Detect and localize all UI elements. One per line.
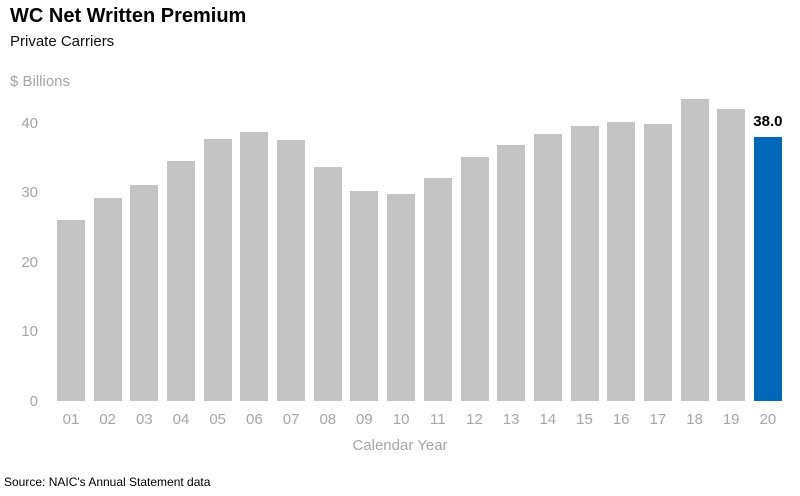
x-tick-03: 03 [136, 411, 153, 428]
x-tick-12: 12 [466, 411, 483, 428]
bar-10 [387, 193, 416, 401]
x-tick-11: 11 [430, 411, 446, 428]
bar-05 [203, 138, 232, 401]
x-tick-18: 18 [686, 411, 703, 428]
x-tick-01: 01 [62, 411, 80, 428]
x-tick-15: 15 [576, 411, 593, 428]
bar-02 [93, 198, 122, 401]
bar-18 [680, 99, 709, 401]
chart-subtitle: Private Carriers [10, 33, 115, 50]
bar-01 [57, 219, 85, 401]
bar-12 [460, 157, 489, 401]
bar-09 [350, 190, 379, 401]
bar-03 [130, 185, 159, 401]
x-axis-title-text: Calendar Year [352, 437, 448, 454]
x-tick-04: 04 [172, 411, 190, 428]
y-tick-20: 20 [21, 253, 38, 271]
y-tick-40: 40 [21, 114, 38, 132]
bar-20 [753, 137, 782, 401]
x-tick-19: 19 [722, 411, 740, 428]
bar-11 [423, 177, 452, 401]
x-tick-20: 20 [759, 411, 777, 428]
bar-13 [497, 144, 526, 401]
x-tick-06: 06 [246, 411, 263, 428]
y-axis-units-label: $ Billions [10, 73, 71, 90]
x-tick-17: 17 [649, 411, 667, 428]
x-axis-title: Calendar Year [0, 437, 800, 454]
x-tick-02: 02 [99, 411, 117, 428]
bar-17 [643, 124, 672, 401]
x-tick-10: 10 [392, 411, 410, 428]
x-tick-09: 09 [356, 411, 373, 428]
highlight-value-label: 38.0 [753, 113, 783, 131]
bar-07 [277, 140, 306, 401]
x-tick-16: 16 [612, 411, 630, 428]
x-tick-05: 05 [209, 411, 227, 428]
source-note: Source: NAIC's Annual Statement data [4, 475, 211, 489]
x-tick-13: 13 [502, 411, 520, 428]
bar-15 [570, 125, 599, 401]
bar-19 [717, 108, 746, 401]
bar-08 [313, 167, 342, 401]
y-tick-0: 0 [29, 392, 38, 410]
x-tick-08: 08 [319, 411, 337, 428]
chart-title: WC Net Written Premium [10, 5, 247, 27]
bar-14 [533, 133, 562, 401]
bar-06 [240, 132, 269, 401]
x-tick-07: 07 [282, 411, 300, 428]
y-tick-30: 30 [21, 184, 38, 202]
y-tick-10: 10 [21, 323, 38, 341]
bar-04 [167, 160, 195, 401]
bar-16 [607, 122, 636, 401]
x-tick-14: 14 [539, 411, 557, 428]
